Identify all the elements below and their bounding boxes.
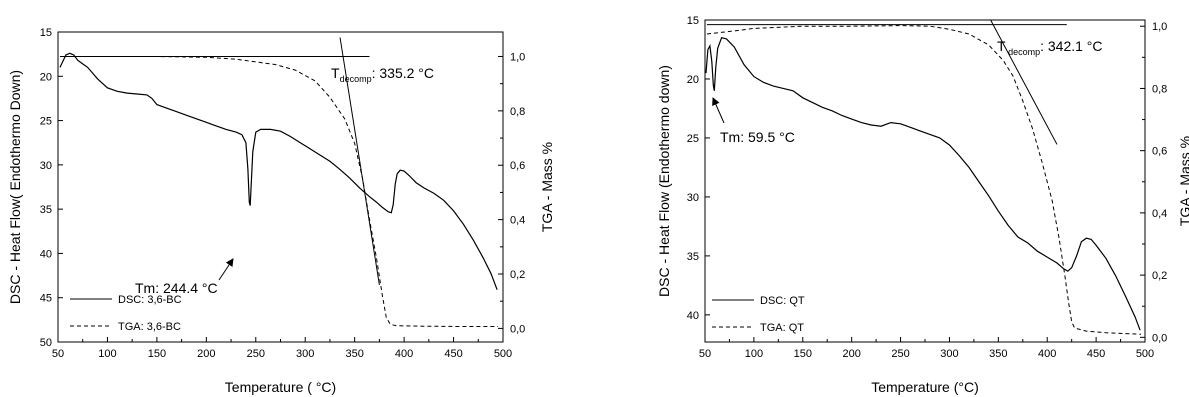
y-right-tick-label: 0,8 <box>1152 83 1167 95</box>
x-axis-label: Temperature ( °C) <box>225 379 336 395</box>
legend-label: TGA: 3,6-BC <box>118 321 181 333</box>
y-left-tick-label: 20 <box>40 71 52 83</box>
y-right-tick-label: 0,0 <box>1152 332 1167 344</box>
plot-frame <box>704 19 1146 343</box>
y-right-tick-label: 1,0 <box>1152 21 1167 33</box>
x-tick-label: 200 <box>842 348 860 360</box>
x-tick-label: 250 <box>247 348 265 360</box>
tm-annotation: Tm: 59.5 °C <box>720 129 795 145</box>
tdecomp-value: : 342.1 °C <box>1040 38 1102 54</box>
y-left-tick-label: 30 <box>40 160 52 172</box>
y-right-tick-label: 0,4 <box>1152 208 1167 220</box>
x-tick-label: 350 <box>989 348 1007 360</box>
y-right-tick-label: 1,0 <box>510 51 525 63</box>
tga-series-line <box>62 56 499 327</box>
y-left-tick-label: 40 <box>687 310 699 322</box>
tdecomp-value: : 335.2 °C <box>372 65 434 81</box>
x-tick-label: 200 <box>197 348 215 360</box>
tm-arrow <box>712 97 725 124</box>
tdecomp-symbol: T <box>997 38 1006 54</box>
y-left-tick-label: 50 <box>40 337 52 349</box>
x-tick-label: 350 <box>345 348 363 360</box>
y-left-tick-label: 25 <box>40 116 52 128</box>
x-tick-label: 300 <box>940 348 958 360</box>
legend-label: DSC: QT <box>760 295 805 307</box>
tdecomp-symbol: T <box>331 65 340 81</box>
y-left-tick-label: 30 <box>687 192 699 204</box>
legend-label: TGA: QT <box>760 322 804 334</box>
x-tick-label: 450 <box>1087 348 1105 360</box>
y-left-axis-label: DSC - Heat Flow( Endothermo Down) <box>7 70 23 304</box>
y-left-tick-label: 35 <box>40 204 52 216</box>
tdecomp-annotation: Tdecomp: 335.2 °C <box>331 65 434 84</box>
x-tick-label: 500 <box>494 348 512 360</box>
x-tick-label: 100 <box>98 348 116 360</box>
x-tick-label: 50 <box>52 348 64 360</box>
x-tick-label: 150 <box>148 348 166 360</box>
y-right-tick-label: 0,6 <box>510 160 525 172</box>
onset-tangent-line <box>990 19 1058 145</box>
y-right-tick-label: 0,8 <box>510 106 525 118</box>
chart-panel-left: 50 100 150 200 250 300 350 400 450 500 15 20 25 30 35 4… <box>7 27 555 395</box>
y-left-tick-label: 25 <box>687 133 699 145</box>
onset-tangent-line <box>339 37 380 285</box>
x-tick-label: 400 <box>395 348 413 360</box>
tdecomp-subscript: decomp <box>340 74 372 84</box>
tm-annotation: Tm: 244.4 °C <box>135 280 218 296</box>
y-left-axis-label: DSC - Heat Flow (Endothermo down) <box>656 65 672 297</box>
y-right-tick-label: 0,0 <box>510 323 525 335</box>
tdecomp-subscript: decomp <box>1006 47 1041 57</box>
y-right-tick-label: 0,2 <box>510 269 525 281</box>
tga-series-line <box>706 25 1142 335</box>
chart-panel-right: 50 100 150 200 250 300 350 400 450 500 15 20 25 30 35 4… <box>656 15 1189 395</box>
y-left-tick-label: 15 <box>687 15 699 27</box>
tdecomp-annotation: T decomp: 342.1 °C <box>997 38 1103 57</box>
dsc-series-line <box>59 52 498 290</box>
x-tick-label: 300 <box>296 348 314 360</box>
x-tick-label: 450 <box>444 348 462 360</box>
x-tick-label: 100 <box>745 348 763 360</box>
dsc-series-line <box>705 36 1141 331</box>
x-axis-label: Temperature (°C) <box>871 379 979 395</box>
y-left-tick-label: 35 <box>687 251 699 263</box>
x-tick-label: 500 <box>1136 348 1154 360</box>
x-tick-label: 250 <box>891 348 909 360</box>
y-left-tick-label: 20 <box>687 74 699 86</box>
y-left-tick-label: 40 <box>40 248 52 260</box>
y-right-tick-label: 0,6 <box>1152 146 1167 158</box>
x-tick-label: 50 <box>699 348 711 360</box>
x-tick-label: 150 <box>794 348 812 360</box>
y-right-tick-label: 0,4 <box>510 215 525 227</box>
tm-arrow <box>218 258 234 281</box>
y-left-tick-label: 45 <box>40 293 52 305</box>
y-left-tick-label: 15 <box>40 27 52 39</box>
y-right-tick-label: 0,2 <box>1152 270 1167 282</box>
y-right-axis-label: TGA - Mass % <box>539 142 555 232</box>
x-tick-label: 400 <box>1038 348 1056 360</box>
legend-label: DSC: 3,6-BC <box>118 294 182 306</box>
y-right-axis-label: TGA - Mass % <box>1177 136 1189 226</box>
